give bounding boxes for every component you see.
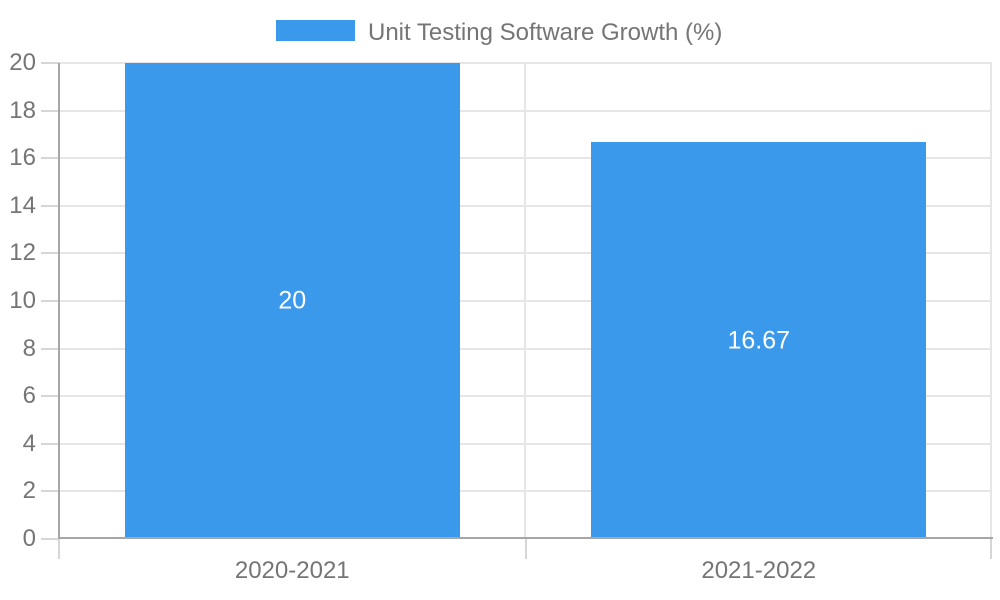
legend: Unit Testing Software Growth (%) [276,19,722,46]
y-axis-tick [41,347,59,350]
y-axis-tick [41,442,59,445]
bar-value-label: 20 [278,286,307,315]
gridline-horizontal [59,490,992,493]
y-axis-tick-label: 0 [22,525,36,552]
gridline-horizontal [59,109,992,112]
y-axis-tick-label: 2 [22,477,36,505]
y-axis-tick [41,62,59,64]
gridline-horizontal [59,300,992,302]
y-axis-tick [41,252,59,255]
y-axis-tick [41,300,59,302]
y-axis-tick [41,204,59,207]
legend-swatch [276,20,355,41]
y-axis-tick-label: 20 [9,49,36,76]
bar-2021-2022: 16.67 [591,142,927,539]
x-axis-tick [990,539,992,559]
y-axis-tick [41,490,59,493]
y-axis-tick-label: 14 [9,191,36,219]
y-axis-tick [41,538,59,540]
gridline-horizontal [59,395,992,398]
y-axis-tick-label: 6 [22,382,36,410]
gridline-horizontal [59,157,992,160]
y-axis-tick-label: 8 [22,334,36,362]
x-axis-category-label: 2021-2022 [701,557,817,584]
y-axis-line [58,63,60,539]
y-axis-tick [41,395,59,398]
bar-value-label: 16.67 [727,326,791,355]
y-axis-tick-label: 4 [22,429,36,457]
y-axis-tick-label: 12 [9,239,36,267]
y-axis-tick-label: 16 [9,144,36,172]
gridline-horizontal [59,204,992,207]
x-axis-line [58,537,993,539]
x-axis-category-label: 2020-2021 [234,557,350,584]
bar-2020-2021: 20 [124,63,460,539]
gridline-horizontal [59,347,992,350]
gridline-horizontal [59,252,992,255]
y-axis-tick [41,109,59,112]
gridline-vertical [523,63,526,539]
gridline-horizontal [59,442,992,445]
gridline-vertical [990,63,992,539]
gridline-horizontal [59,62,992,64]
y-axis-tick-label: 18 [9,96,36,124]
y-axis-tick [41,157,59,160]
y-axis-tick-label: 10 [9,287,36,314]
x-axis-tick [58,539,60,559]
x-axis-tick [524,539,527,559]
legend-label: Unit Testing Software Growth (%) [368,18,723,46]
